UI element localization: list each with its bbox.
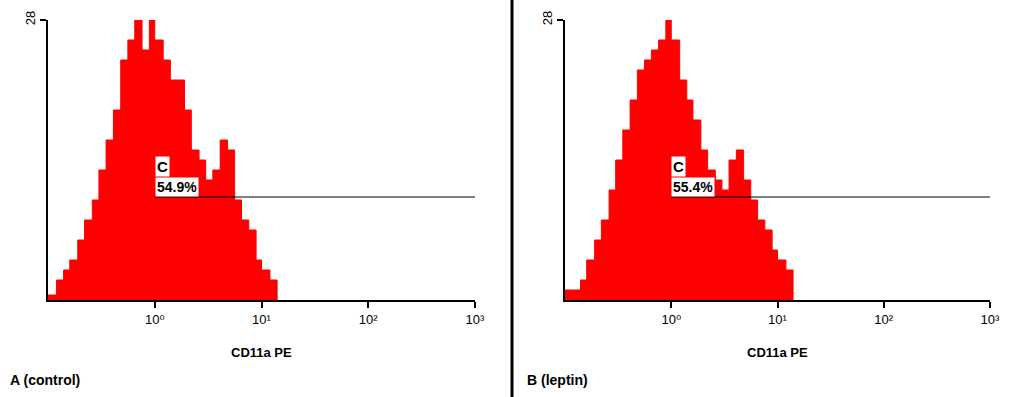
svg-text:10⁰: 10⁰ [661,312,681,327]
svg-text:28: 28 [23,11,38,25]
svg-text:10²: 10² [359,312,378,327]
svg-text:10³: 10³ [981,312,1000,327]
svg-text:CD11a PE: CD11a PE [231,345,292,360]
svg-text:10⁰: 10⁰ [145,312,165,327]
svg-text:10¹: 10¹ [252,312,271,327]
svg-text:28: 28 [540,11,555,25]
svg-text:C: C [673,158,684,175]
svg-text:A (control): A (control) [10,372,80,388]
svg-text:CD11a PE: CD11a PE [747,345,808,360]
svg-text:10²: 10² [874,312,893,327]
svg-text:55.4%: 55.4% [673,179,713,195]
svg-text:54.9%: 54.9% [157,179,197,195]
svg-text:C: C [157,158,168,175]
svg-text:B (leptin): B (leptin) [527,372,588,388]
svg-text:10³: 10³ [466,312,485,327]
svg-text:10¹: 10¹ [768,312,787,327]
